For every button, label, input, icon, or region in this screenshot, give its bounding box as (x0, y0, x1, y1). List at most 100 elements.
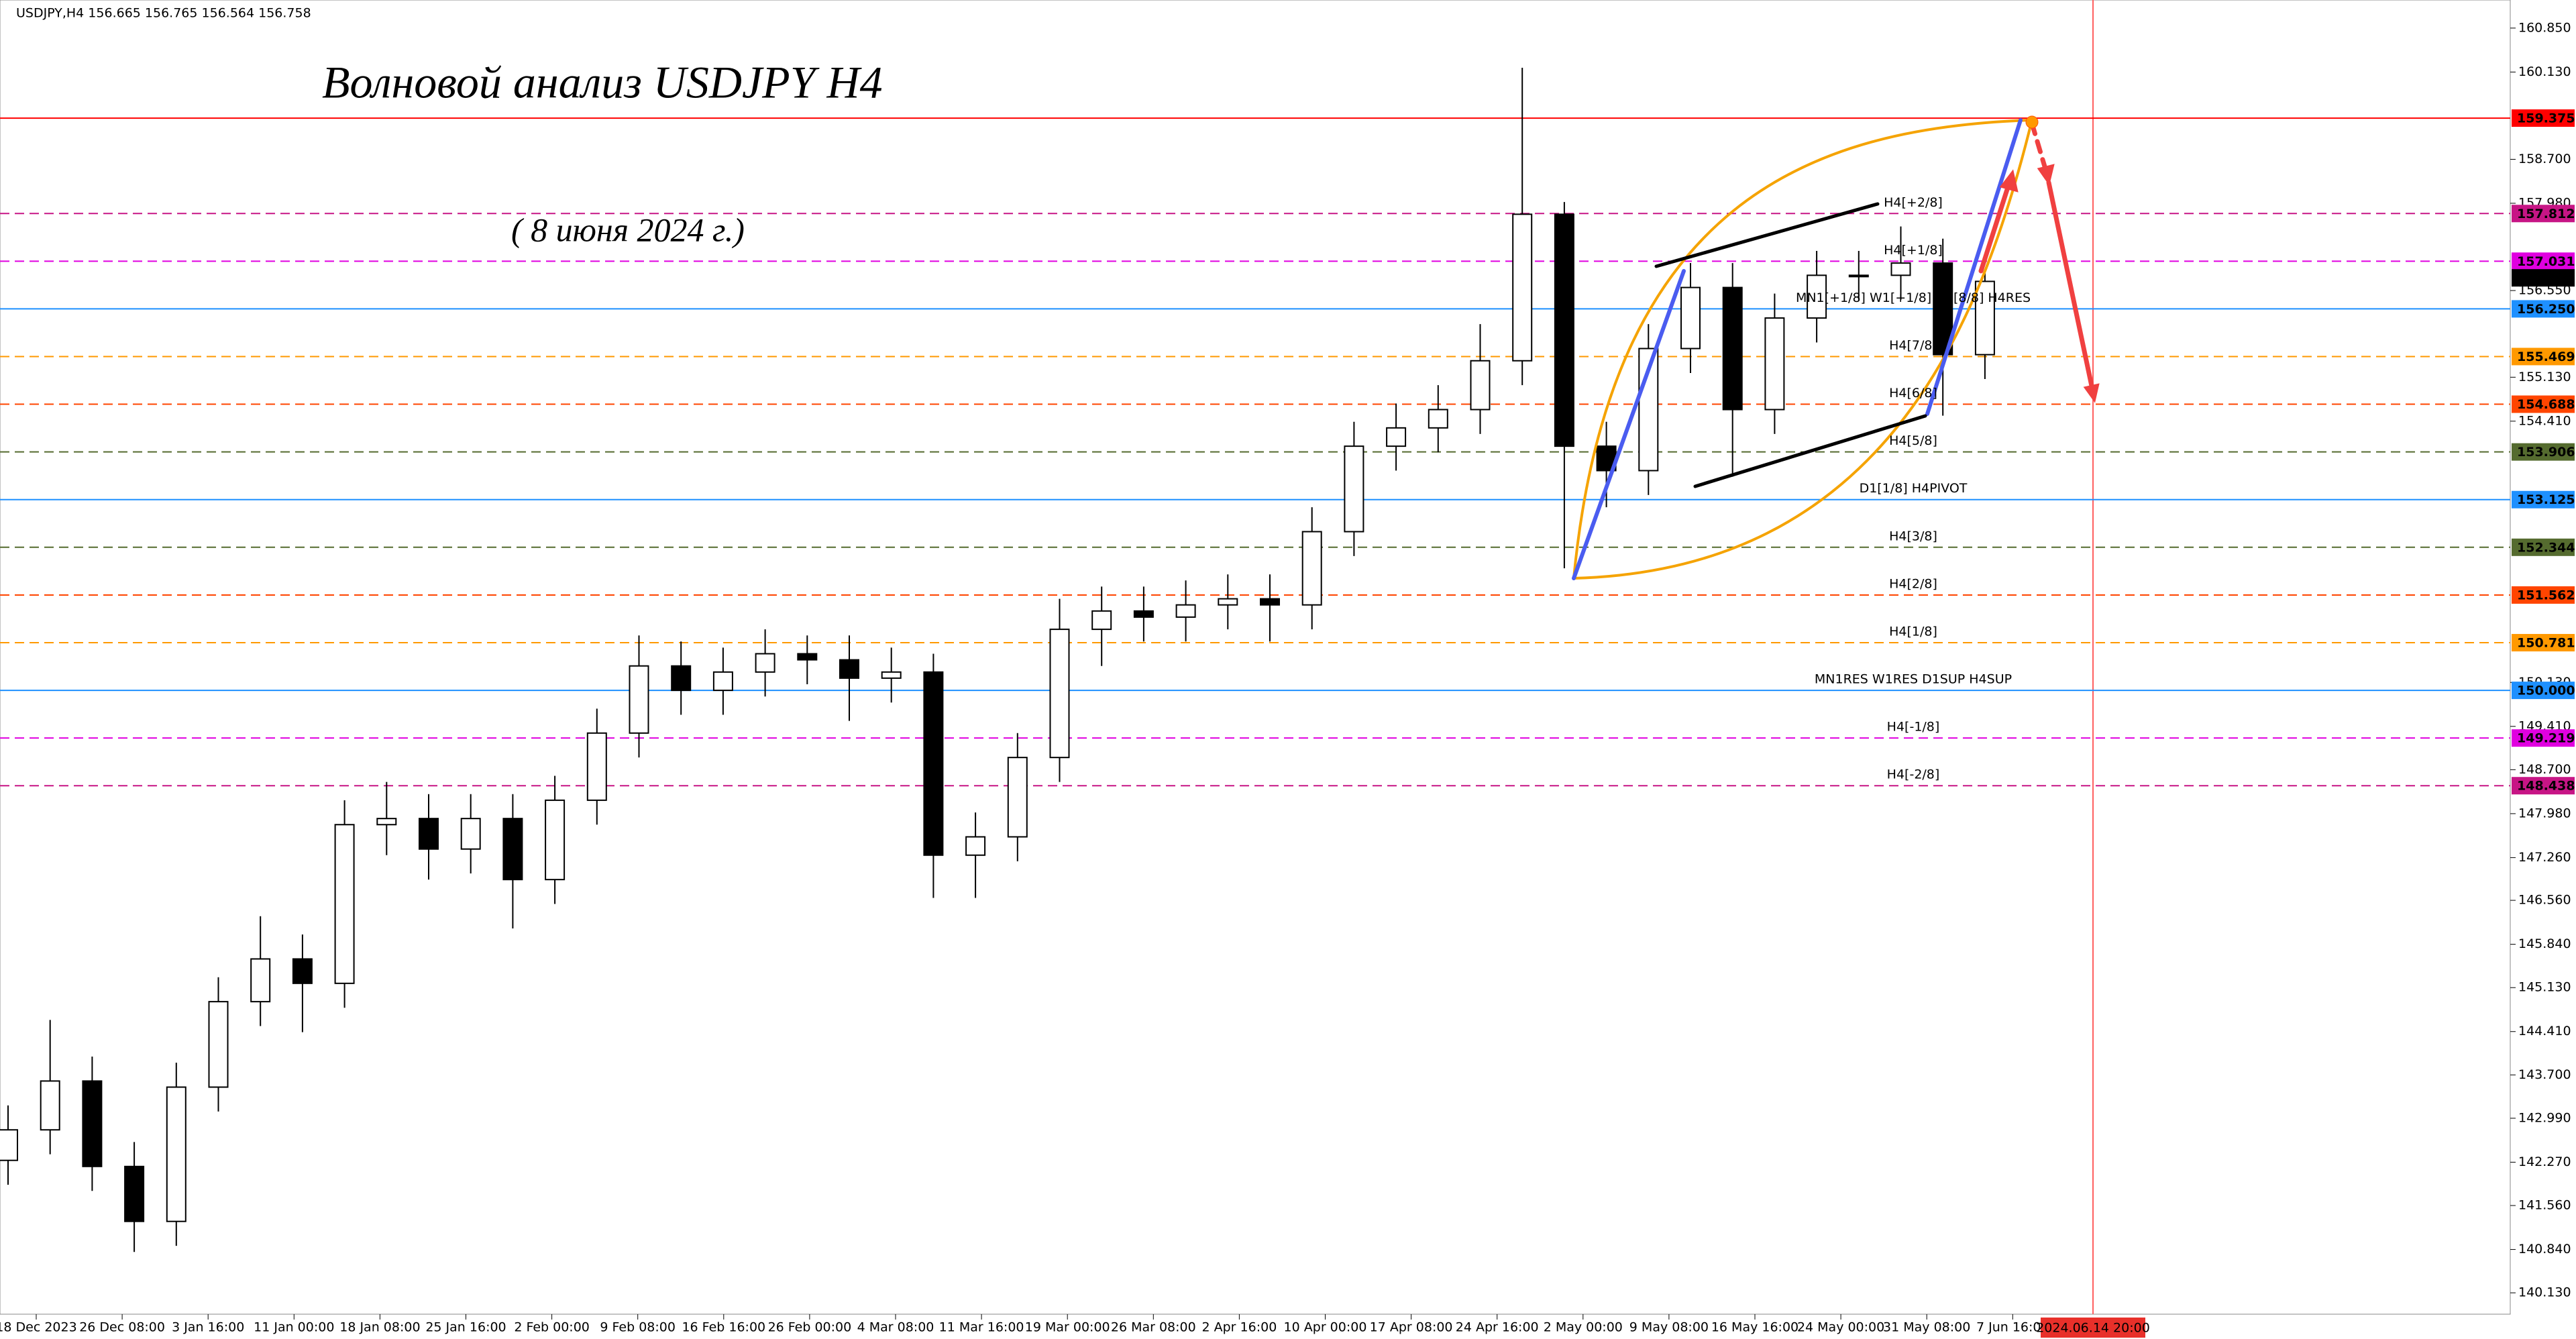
candle-body (1512, 213, 1533, 362)
price-tag-label: 157.031 (2517, 254, 2575, 269)
y-tick-label: 140.130 (2518, 1285, 2571, 1300)
price-tag (2512, 538, 2575, 556)
candle-body (881, 671, 902, 679)
candle-body (545, 799, 566, 881)
level-label: H4[1/8] (1889, 625, 1937, 639)
candle-body (629, 665, 649, 734)
y-tick-label: 142.990 (2518, 1110, 2571, 1125)
wave-line (1572, 269, 1686, 580)
y-tick-label: 160.130 (2518, 64, 2571, 79)
y-tick-label: 146.560 (2518, 893, 2571, 908)
level-label: H4[3/8] (1889, 529, 1937, 543)
candle-body (334, 824, 355, 984)
level-label: D1[1/8] H4PIVOT (1860, 481, 1968, 496)
price-tag (2512, 395, 2575, 413)
candle-body (586, 732, 607, 801)
price-tag-label: 149.219 (2517, 731, 2575, 746)
candle-body (1428, 409, 1448, 429)
x-tick-label: 26 Dec 08:00 (79, 1320, 165, 1335)
level-label: H4[7/8] (1889, 338, 1937, 353)
price-tag-label: 153.906 (2517, 445, 2575, 460)
y-tick-label: 155.130 (2518, 370, 2571, 384)
level-label: H4[+1/8] (1884, 243, 1943, 258)
candle-body (460, 818, 481, 850)
candle-body (1175, 604, 1196, 618)
y-tick-label: 158.700 (2518, 152, 2571, 166)
candle-body (419, 818, 439, 850)
candle-body (671, 665, 692, 692)
candle-body (923, 671, 944, 856)
arrow (2046, 180, 2095, 392)
arrow-head (1999, 169, 2019, 193)
y-tick-label: 148.700 (2518, 762, 2571, 777)
candle-body (376, 818, 397, 826)
y-tick-label: 144.410 (2518, 1024, 2571, 1038)
price-tag (2512, 347, 2575, 366)
candle-body (292, 958, 313, 984)
level-label: H4[+2/8] (1884, 195, 1943, 210)
candle-body (797, 653, 818, 661)
candle-body (40, 1080, 60, 1131)
target-dot (2025, 115, 2039, 129)
candle-body (755, 653, 775, 673)
candle-body (712, 671, 733, 692)
price-tag-label: 151.562 (2517, 588, 2575, 602)
arrow-head (2083, 383, 2100, 403)
level-label: MN1RES W1RES D1SUP H4SUP (1815, 672, 2012, 687)
y-tick-label: 145.840 (2518, 936, 2571, 951)
x-tick-label: 9 Feb 08:00 (600, 1320, 676, 1335)
x-tick-label: 17 Apr 08:00 (1370, 1320, 1453, 1335)
price-tag (2512, 252, 2575, 270)
x-tick-label: 2 May 00:00 (1544, 1320, 1623, 1335)
x-tick-label: 2 Apr 16:00 (1202, 1320, 1277, 1335)
price-tag-label: 156.758 (2517, 271, 2575, 286)
x-tick-label: 31 May 08:00 (1883, 1320, 1970, 1335)
candle-body (124, 1165, 145, 1222)
level-label: H4[5/8] (1889, 433, 1937, 448)
candle-body (1974, 280, 1995, 356)
curve (1572, 119, 2033, 580)
x-tick-label: 18 Jan 08:00 (339, 1320, 420, 1335)
price-tag-label: 155.469 (2517, 350, 2575, 364)
candle-body (208, 1001, 229, 1088)
candle-body (82, 1080, 103, 1167)
x-tick-label: 26 Feb 00:00 (768, 1320, 852, 1335)
arrow-head (2037, 164, 2055, 186)
candle-body (1680, 286, 1701, 350)
candle-body (166, 1086, 186, 1222)
price-tag-label: 157.812 (2517, 207, 2575, 221)
y-tick-label: 143.700 (2518, 1067, 2571, 1082)
candle-body (1091, 610, 1112, 631)
price-tag-label: 150.000 (2517, 684, 2575, 698)
x-tick-label: 26 Mar 08:00 (1111, 1320, 1196, 1335)
x-tick-label: 2 Feb 00:00 (514, 1320, 590, 1335)
level-label: MN1[+1/8] W1[+1/8] D1[8/8] H4RES (1796, 290, 2031, 305)
candle-body (1133, 610, 1154, 618)
cursor-label: 2024.06.14 20:00 (2036, 1321, 2150, 1336)
price-tag (2512, 777, 2575, 795)
plot-frame (0, 0, 2511, 1315)
candle-body (1344, 445, 1364, 533)
x-tick-label: 18 Dec 2023 (0, 1320, 77, 1335)
price-tag (2512, 682, 2575, 700)
channel-line (1693, 414, 1927, 488)
candle-body (502, 818, 523, 881)
candle-body (1848, 274, 1869, 278)
subtitle: ( 8 июня 2024 г.) (511, 211, 745, 248)
candle-body (250, 958, 271, 1003)
candle-body (1301, 531, 1322, 606)
price-tag (2512, 490, 2575, 508)
price-tag-label: 156.250 (2517, 302, 2575, 317)
y-tick-label: 140.840 (2518, 1242, 2571, 1256)
price-tag (2512, 634, 2575, 652)
level-label: H4[2/8] (1889, 576, 1937, 591)
price-tag (2512, 443, 2575, 461)
price-tag (2512, 729, 2575, 747)
x-tick-label: 9 May 08:00 (1629, 1320, 1709, 1335)
x-tick-label: 24 May 00:00 (1797, 1320, 1884, 1335)
x-tick-label: 11 Jan 00:00 (254, 1320, 334, 1335)
channel-line (1654, 202, 1880, 268)
price-tag-label: 159.375 (2517, 111, 2575, 126)
